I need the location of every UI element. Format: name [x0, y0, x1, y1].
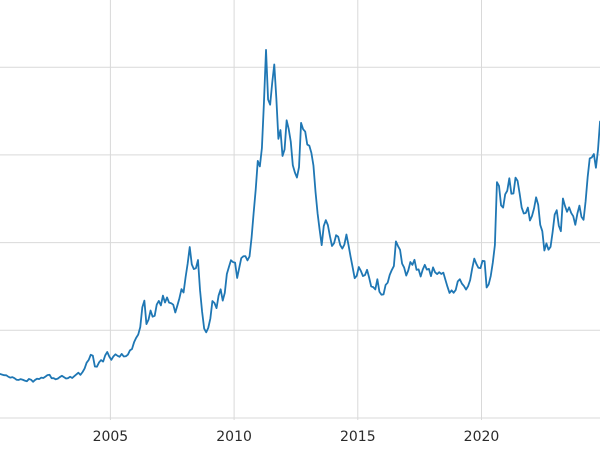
x-tick-label-2020: 2020 — [464, 429, 500, 445]
x-tick-label-2005: 2005 — [93, 429, 129, 445]
x-tick-label-2010: 2010 — [216, 429, 252, 445]
gridlines — [0, 0, 600, 420]
x-tick-label-2015: 2015 — [340, 429, 376, 445]
x-axis-tick-labels: 2005 2010 2015 2020 — [93, 429, 500, 445]
price-line-series — [0, 49, 600, 383]
